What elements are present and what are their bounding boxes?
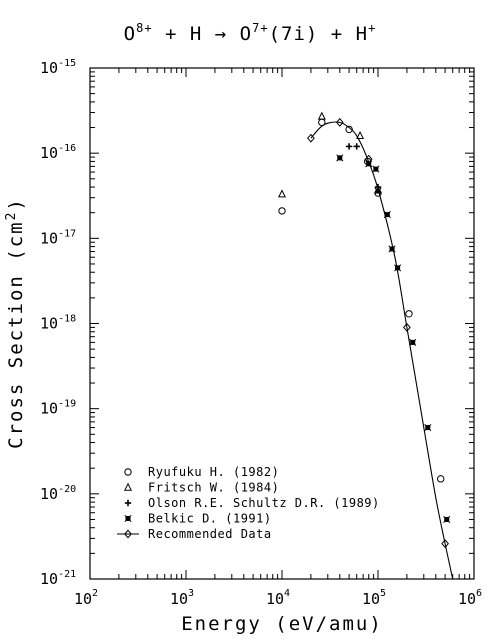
title-proton-charge: + bbox=[368, 21, 376, 35]
belkic-d-1991-point bbox=[374, 187, 382, 195]
title-ion-charge: 8+ bbox=[136, 21, 152, 35]
belkic-d-1991-point bbox=[365, 160, 373, 168]
belkic-d-1991-point bbox=[409, 338, 417, 346]
title-reaction-mid: + H → bbox=[153, 23, 240, 45]
title-product-ion: O bbox=[240, 23, 252, 45]
belkic-d-1991-point bbox=[383, 211, 391, 219]
legend-label: Recommended Data bbox=[148, 527, 272, 541]
x-tick-label: 103 bbox=[170, 588, 194, 608]
recommended-data-point bbox=[307, 133, 315, 143]
ryufuku-h-1982-point bbox=[405, 310, 413, 318]
recommended-data-line bbox=[310, 121, 454, 580]
title-product-state: (7i) + H bbox=[269, 23, 369, 45]
data-markers bbox=[277, 111, 451, 549]
belkic-d-1991-point bbox=[336, 154, 344, 162]
fritsch-w-1984-point bbox=[277, 189, 287, 198]
olson-r-e-schultz-d-r-1989-point bbox=[345, 143, 353, 150]
x-axis-label: Energy (eV/amu) bbox=[181, 613, 383, 635]
legend-label: Fritsch W. (1984) bbox=[148, 481, 279, 495]
belkic-d-1991-point bbox=[424, 424, 432, 432]
y-axis-label: Cross Section (cm2) bbox=[4, 197, 27, 449]
recommended-data-point bbox=[403, 322, 411, 332]
recommended-data-point bbox=[364, 154, 373, 164]
ryufuku-h-1982-point bbox=[437, 475, 445, 483]
legend-marker bbox=[124, 514, 132, 523]
y-tick-label: 10-16 bbox=[40, 143, 76, 162]
x-tick-label: 106 bbox=[458, 588, 482, 608]
y-tick-label: 10-18 bbox=[40, 314, 76, 333]
x-tick-label: 104 bbox=[266, 588, 290, 608]
y-tick-label: 10-20 bbox=[40, 484, 76, 503]
title-product-charge: 7+ bbox=[252, 21, 268, 35]
axis-ticks bbox=[89, 68, 474, 580]
ryufuku-h-1982-point bbox=[278, 207, 286, 215]
y-tick-labels: 10-15 10-16 10-17 10-18 10-19 10-20 10-21 bbox=[40, 58, 76, 588]
title-ion: O bbox=[124, 23, 136, 45]
legend-label: Belkic D. (1991) bbox=[148, 512, 272, 526]
belkic-d-1991-point bbox=[394, 264, 402, 272]
legend: Ryufuku H. (1982) Fritsch W. (1984)Olson … bbox=[117, 465, 380, 541]
y-tick-label: 10-19 bbox=[40, 399, 76, 418]
ryufuku-h-1982-point bbox=[318, 118, 326, 127]
recommended-data-point bbox=[441, 539, 449, 549]
y-tick-label: 10-17 bbox=[40, 228, 76, 247]
y-axis-label-main: Cross Section (cm bbox=[5, 220, 27, 448]
y-axis-label-close: ) bbox=[5, 197, 27, 210]
legend-marker bbox=[124, 499, 132, 507]
x-tick-labels: 102 103 104 105 106 bbox=[74, 588, 482, 608]
recommended-data-point bbox=[335, 117, 344, 127]
olson-r-e-schultz-d-r-1989-point bbox=[353, 143, 360, 150]
y-tick-label: 10-15 bbox=[40, 58, 76, 77]
recommended-curve bbox=[310, 121, 454, 580]
chart-title: O8+ + H → O7+(7i) + H+ bbox=[124, 21, 377, 45]
x-tick-label: 102 bbox=[74, 588, 98, 608]
y-tick-label: 10-21 bbox=[40, 569, 76, 588]
belkic-d-1991-point bbox=[372, 165, 380, 173]
fritsch-w-1984-point bbox=[317, 111, 326, 120]
ryufuku-h-1982-point bbox=[345, 125, 353, 134]
legend-marker bbox=[124, 468, 132, 476]
belkic-d-1991-point bbox=[443, 515, 451, 524]
legend-marker bbox=[124, 529, 132, 539]
x-tick-label: 105 bbox=[362, 588, 386, 608]
y-axis-label-exponent: 2 bbox=[4, 211, 19, 221]
legend-marker bbox=[123, 482, 133, 491]
legend-label: Ryufuku H. (1982) bbox=[148, 465, 279, 479]
belkic-d-1991-point bbox=[388, 245, 396, 253]
fritsch-w-1984-point bbox=[356, 130, 365, 139]
legend-label: Olson R.E. Schultz D.R. (1989) bbox=[148, 496, 380, 510]
